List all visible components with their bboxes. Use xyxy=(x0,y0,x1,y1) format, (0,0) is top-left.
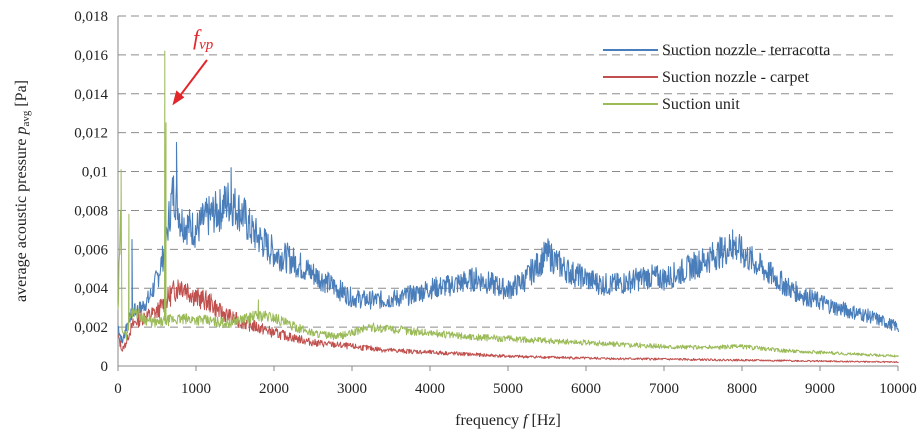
annotation-arrowhead xyxy=(172,90,185,106)
y-tick-label: 0,01 xyxy=(82,165,108,181)
legend-label: Suction nozzle - carpet xyxy=(662,69,810,86)
x-tick-label: 6000 xyxy=(571,381,601,397)
y-tick-label: 0,012 xyxy=(74,126,108,142)
x-tick-label: 1000 xyxy=(181,381,211,397)
y-tick-label: 0,002 xyxy=(74,320,108,336)
y-tick-label: 0,006 xyxy=(74,242,108,258)
legend-label: Suction unit xyxy=(662,96,740,113)
y-tick-label: 0,008 xyxy=(74,203,108,219)
x-tick-label: 8000 xyxy=(727,381,757,397)
annotation-arrow xyxy=(179,59,208,96)
x-tick-label: 5000 xyxy=(493,381,523,397)
x-tick-labels: 0 1000 2000 3000 4000 5000 6000 7000 8000 9000 100… xyxy=(114,366,917,397)
annotation-label: fvp xyxy=(193,25,214,53)
x-tick-label: 9000 xyxy=(805,381,835,397)
y-tick-label: 0,018 xyxy=(74,9,108,25)
y-tick-label: 0 xyxy=(101,359,109,375)
x-tick-label: 7000 xyxy=(649,381,679,397)
y-tick-label: 0,014 xyxy=(74,87,108,103)
x-axis-title: frequency f [Hz] xyxy=(455,412,561,429)
y-axis-title: average acoustic pressure pavg [Pa] xyxy=(13,80,32,302)
x-tick-label: 2000 xyxy=(259,381,289,397)
series-line xyxy=(117,50,899,358)
grid-lines xyxy=(118,15,898,328)
y-tick-label: 0,004 xyxy=(74,281,108,297)
series-line xyxy=(117,141,900,344)
x-tick-label: 10000 xyxy=(879,381,917,397)
x-tick-label: 0 xyxy=(114,381,122,397)
fvp-annotation: fvp xyxy=(172,25,214,106)
legend: Suction nozzle - terracotta Suction nozzl… xyxy=(603,42,830,113)
x-tick-label: 4000 xyxy=(415,381,445,397)
legend-label: Suction nozzle - terracotta xyxy=(662,42,830,59)
series-lines xyxy=(117,50,900,364)
y-tick-labels: 0 0,002 0,004 0,006 0,008 0,01 0,012 0,014 0,016… xyxy=(74,9,108,375)
y-tick-label: 0,016 xyxy=(74,48,108,64)
x-tick-label: 3000 xyxy=(337,381,367,397)
